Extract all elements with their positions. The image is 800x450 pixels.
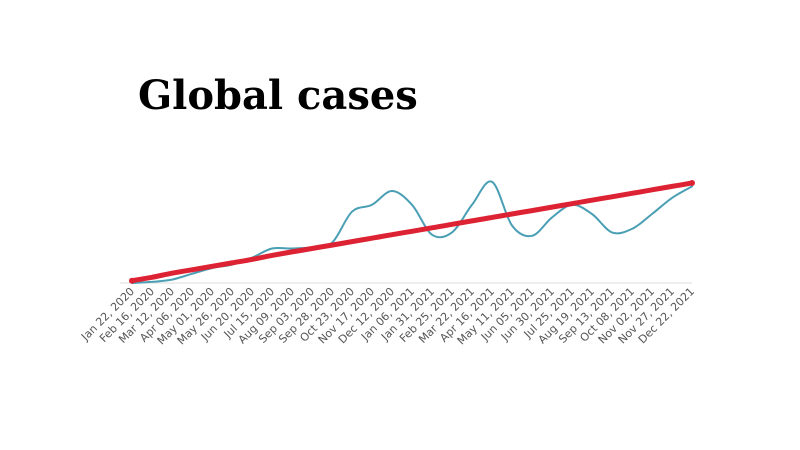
trend-end-point bbox=[689, 179, 695, 186]
trend-start-point bbox=[129, 277, 135, 284]
trend-line bbox=[129, 180, 695, 284]
chart-title: Global cases bbox=[138, 72, 418, 119]
series-layer bbox=[129, 179, 695, 284]
